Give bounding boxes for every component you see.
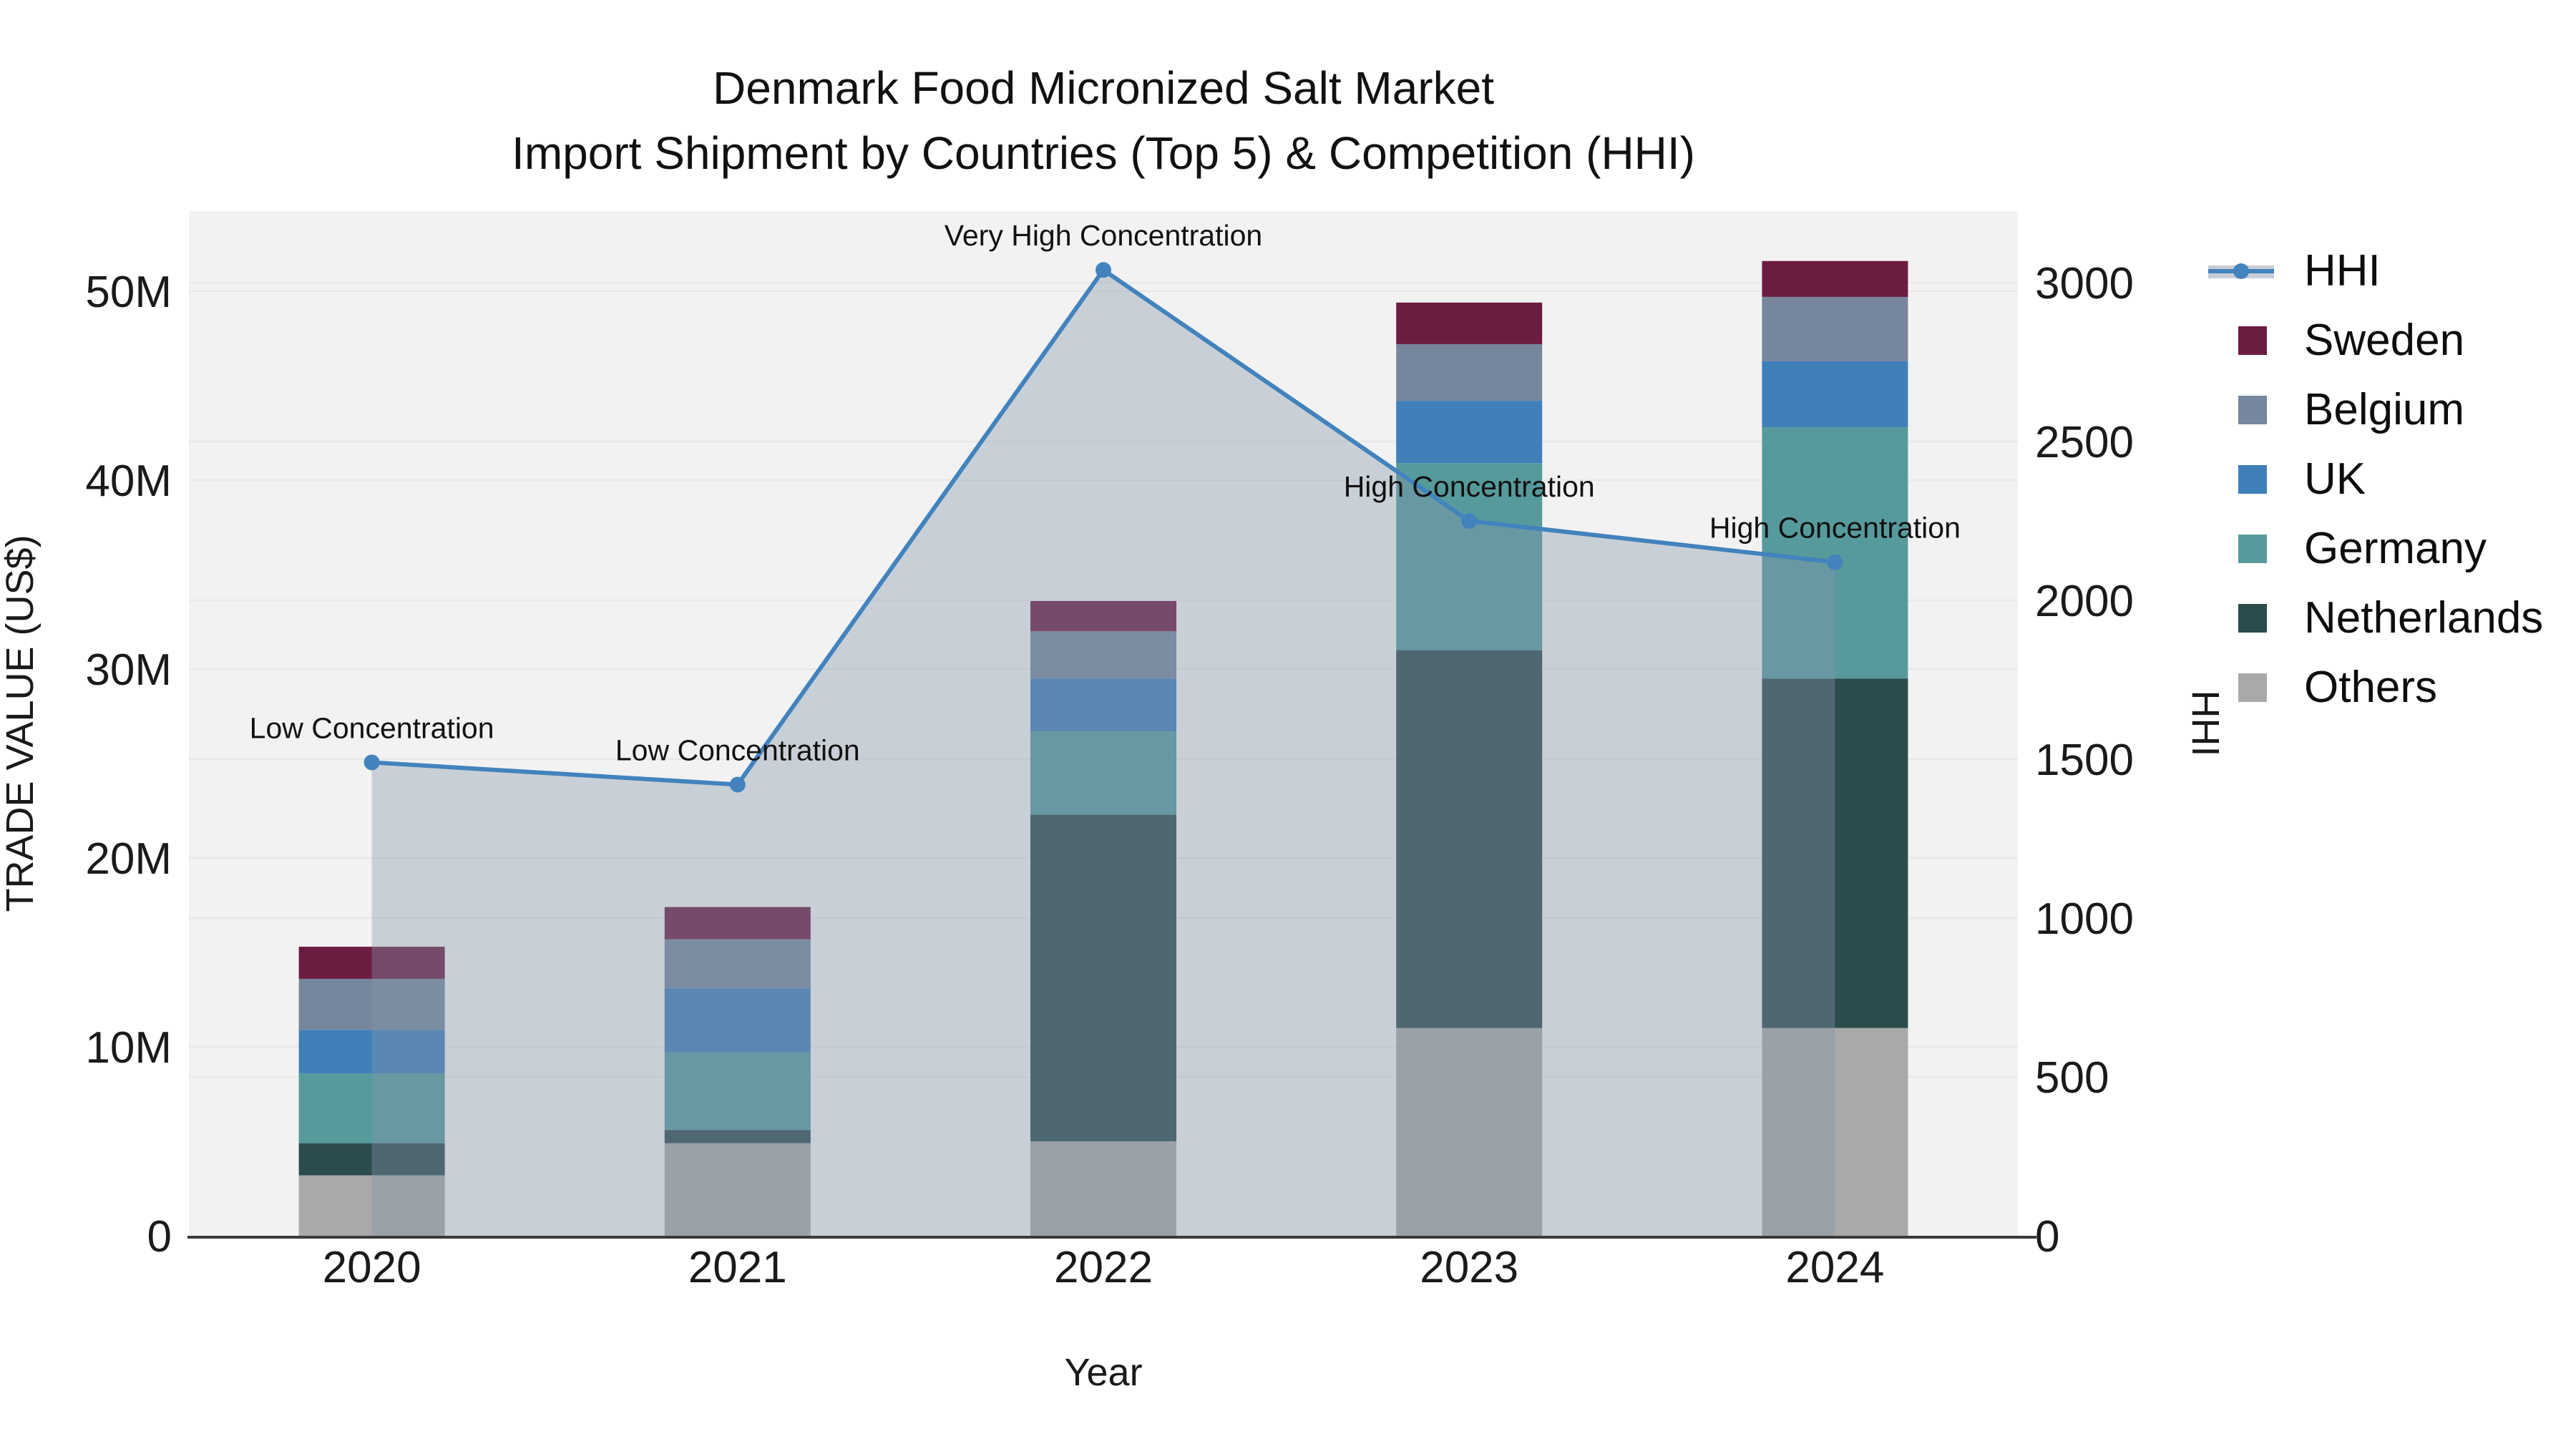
left-tick-50M: 50M xyxy=(85,268,172,317)
left-tick-0: 0 xyxy=(147,1212,172,1262)
legend-label: Sweden xyxy=(2304,316,2465,365)
x-tick-2020: 2020 xyxy=(323,1243,421,1292)
bar-segment-2021-germany xyxy=(664,1052,811,1131)
legend-label: Germany xyxy=(2304,524,2487,573)
color-swatch-icon xyxy=(2208,673,2304,702)
annotation-2021: Low Concentration xyxy=(615,734,860,767)
left-tick-10M: 10M xyxy=(85,1023,172,1073)
bar-segment-2023-sweden xyxy=(1396,302,1543,344)
swatch-belgium xyxy=(2238,395,2267,424)
right-tick-2000: 2000 xyxy=(2035,577,2134,626)
bar-segment-2024-others xyxy=(1762,1028,1908,1236)
x-axis-title: Year xyxy=(1064,1351,1142,1394)
bar-segment-2023-belgium xyxy=(1396,343,1543,401)
bar-segment-2024-germany xyxy=(1762,427,1908,679)
bar-segment-2024-belgium xyxy=(1762,296,1908,361)
bar-segment-2020-belgium xyxy=(298,978,445,1030)
legend: HHI Sweden Belgium UK Germany Netherlands Othe… xyxy=(2208,236,2543,722)
hhi-line-swatch-icon xyxy=(2208,255,2304,287)
bar-segment-2022-belgium xyxy=(1030,631,1176,679)
legend-item-others: Others xyxy=(2208,653,2543,722)
x-tick-2021: 2021 xyxy=(688,1243,787,1292)
annotation-2022: Very High Concentration xyxy=(945,219,1262,252)
hhi-marker-2020 xyxy=(364,754,380,771)
color-swatch-icon xyxy=(2208,395,2304,424)
bar-segment-2024-netherlands xyxy=(1762,678,1908,1028)
legend-label: UK xyxy=(2304,454,2366,504)
chart-title-line2: Import Shipment by Countries (Top 5) & C… xyxy=(512,127,1695,179)
annotation-2023: High Concentration xyxy=(1344,470,1595,503)
chart-title: Denmark Food Micronized Salt Market Impo… xyxy=(189,56,2018,186)
bar-segment-2020-others xyxy=(298,1175,445,1236)
legend-label: HHI xyxy=(2304,246,2381,296)
legend-label: Belgium xyxy=(2304,385,2464,434)
right-tick-500: 500 xyxy=(2035,1053,2109,1103)
right-tick-2500: 2500 xyxy=(2035,418,2134,467)
left-tick-20M: 20M xyxy=(85,834,172,884)
x-tick-2023: 2023 xyxy=(1420,1243,1518,1292)
legend-item-sweden: Sweden xyxy=(2208,306,2543,375)
bar-segment-2024-uk xyxy=(1762,361,1908,428)
bar-segment-2022-germany xyxy=(1030,731,1176,815)
bar-segment-2020-netherlands xyxy=(298,1143,445,1176)
annotation-2024: High Concentration xyxy=(1709,512,1961,545)
chart-title-line1: Denmark Food Micronized Salt Market xyxy=(713,62,1494,114)
right-tick-0: 0 xyxy=(2035,1212,2059,1262)
bar-segment-2021-sweden xyxy=(664,907,811,940)
hhi-marker-2024 xyxy=(1827,554,1843,570)
hhi-marker-2022 xyxy=(1096,262,1111,278)
legend-item-netherlands: Netherlands xyxy=(2208,583,2543,653)
annotation-2020: Low Concentration xyxy=(250,711,494,744)
bar-segment-2020-germany xyxy=(298,1073,445,1143)
bar-segment-2021-uk xyxy=(664,988,811,1053)
bar-segment-2024-sweden xyxy=(1762,260,1908,297)
right-tick-1000: 1000 xyxy=(2035,894,2134,944)
legend-item-belgium: Belgium xyxy=(2208,375,2543,444)
legend-label: Netherlands xyxy=(2304,593,2544,643)
legend-item-uk: UK xyxy=(2208,444,2543,514)
swatch-uk xyxy=(2238,464,2267,494)
bar-segment-2021-others xyxy=(664,1143,811,1236)
x-tick-2022: 2022 xyxy=(1054,1243,1153,1292)
color-swatch-icon xyxy=(2208,326,2304,355)
hhi-marker-2021 xyxy=(729,776,746,793)
bar-segment-2021-netherlands xyxy=(664,1130,811,1143)
bar-segment-2022-others xyxy=(1030,1141,1176,1236)
color-swatch-icon xyxy=(2208,603,2304,633)
right-axis-title: HHI xyxy=(2184,691,2227,757)
left-tick-40M: 40M xyxy=(85,457,172,506)
color-swatch-icon xyxy=(2208,534,2304,563)
bar-segment-2023-germany xyxy=(1396,463,1543,650)
swatch-sweden xyxy=(2238,326,2267,355)
bar-segment-2021-belgium xyxy=(664,939,811,989)
hhi-marker-2023 xyxy=(1461,513,1478,529)
legend-item-germany: Germany xyxy=(2208,514,2543,583)
legend-item-hhi: HHI xyxy=(2208,236,2543,306)
right-tick-3000: 3000 xyxy=(2035,259,2134,308)
bar-segment-2022-netherlands xyxy=(1030,814,1176,1141)
color-swatch-icon xyxy=(2208,464,2304,494)
bar-segment-2022-uk xyxy=(1030,678,1176,732)
bar-segment-2022-sweden xyxy=(1030,600,1176,632)
swatch-netherlands xyxy=(2238,603,2267,633)
legend-label: Others xyxy=(2304,663,2438,712)
bar-segment-2023-uk xyxy=(1396,401,1543,464)
x-tick-2024: 2024 xyxy=(1785,1243,1884,1292)
swatch-others xyxy=(2238,673,2267,702)
bar-segment-2023-others xyxy=(1396,1028,1543,1236)
swatch-germany xyxy=(2238,534,2267,563)
bar-segment-2023-netherlands xyxy=(1396,650,1543,1028)
hhi-area-fill xyxy=(371,270,1835,1236)
left-tick-30M: 30M xyxy=(85,645,172,695)
right-tick-1500: 1500 xyxy=(2035,736,2134,785)
bar-segment-2020-uk xyxy=(298,1030,445,1073)
left-axis-title: TRADE VALUE (US$) xyxy=(0,535,42,912)
bar-segment-2020-sweden xyxy=(298,947,445,979)
